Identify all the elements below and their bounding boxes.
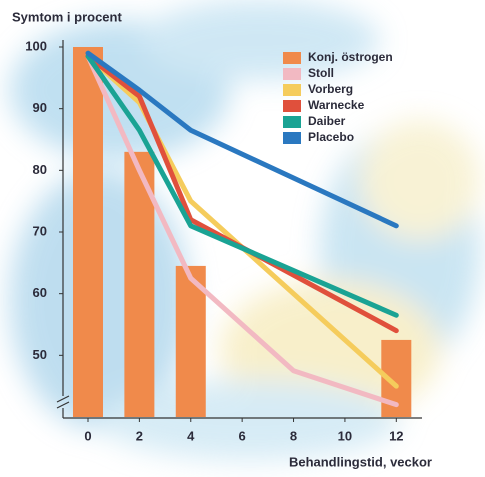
legend-swatch (283, 52, 301, 64)
y-tick-label: 100 (25, 38, 47, 53)
y-tick-label: 90 (33, 100, 47, 115)
legend-swatch (283, 132, 301, 144)
x-tick-label: 10 (338, 428, 352, 443)
y-tick-label: 80 (33, 162, 47, 177)
legend-label: Placebo (308, 130, 354, 144)
legend-swatch (283, 84, 301, 96)
chart-title: Symtom i procent (12, 9, 122, 24)
legend-label: Vorberg (308, 82, 353, 96)
bar (73, 47, 103, 417)
chart: Symtom i procent Behandlingstid, veckor … (0, 0, 485, 477)
legend-swatch (283, 68, 301, 80)
legend-label: Stoll (308, 66, 334, 80)
x-tick-label: 6 (239, 428, 246, 443)
y-tick-label: 60 (33, 285, 47, 300)
x-tick-label: 0 (84, 428, 91, 443)
x-tick-label: 2 (136, 428, 143, 443)
legend-label: Konj. östrogen (308, 50, 393, 64)
legend-swatch (283, 100, 301, 112)
y-tick-label: 70 (33, 223, 47, 238)
x-tick-label: 12 (389, 428, 403, 443)
legend-label: Daiber (308, 114, 346, 128)
page: {"chart_data": {"type": "line", "title":… (0, 0, 485, 477)
legend-swatch (283, 116, 301, 128)
x-tick-label: 4 (187, 428, 195, 443)
y-tick-label: 50 (33, 347, 47, 362)
x-tick-label: 8 (290, 428, 297, 443)
x-axis-label: Behandlingstid, veckor (289, 454, 432, 469)
legend-label: Warnecke (308, 98, 365, 112)
